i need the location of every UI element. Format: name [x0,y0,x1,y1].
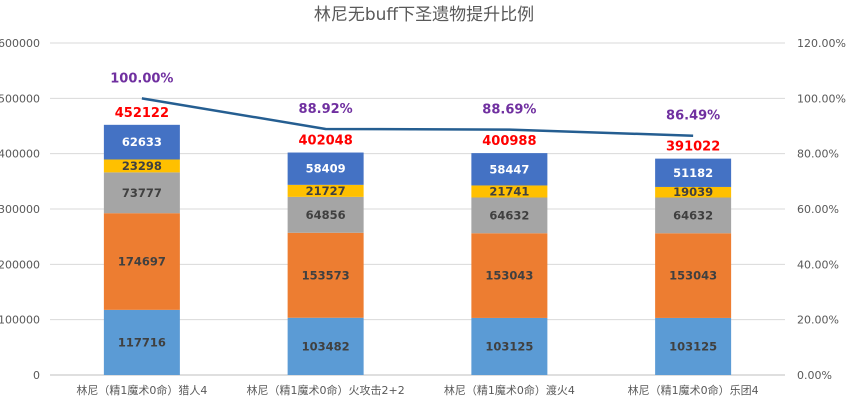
y-axis-left: 0 100000 200000 300000 400000 500000 600000 [0,37,40,382]
y-axis-right: 0.00% 20.00% 40.00% 60.00% 80.00% 100.00% 120.… [797,37,846,382]
bar-segment [471,233,548,318]
segment-label: 58447 [489,162,529,176]
segment-label: 64856 [306,208,346,222]
line-path [141,97,694,137]
y-tick-label: 100000 [0,314,40,327]
line-series [141,97,694,137]
segment-label: 103482 [302,339,350,353]
segment-label: 153043 [485,269,533,283]
bar-segment [287,152,364,185]
bar-segment [471,153,548,186]
bar-segment [655,186,732,198]
segment-label: 19039 [673,185,713,199]
bar-segment [103,172,180,214]
total-label: 400988 [482,134,536,149]
y2-tick-label: 120.00% [797,37,846,50]
chart-title: 林尼无buff下圣遗物提升比例 [314,5,534,25]
bar-segment [103,213,180,310]
x-tick-label: 林尼（精1魔术0命）火攻击2+2 [247,383,405,397]
bar-segment [103,309,180,375]
segment-label: 51182 [673,166,713,180]
total-label: 391022 [666,140,720,155]
y-tick-label: 0 [33,369,40,382]
segment-label: 153043 [669,269,717,283]
bar-segment [287,196,364,233]
line-label: 88.69% [482,103,536,118]
total-labels: 452122 402048 400988 391022 [115,106,721,155]
bar-segment [287,317,364,375]
line-label: 86.49% [666,109,720,124]
segment-label: 153573 [302,268,350,282]
y2-tick-label: 20.00% [797,314,839,327]
y2-tick-label: 60.00% [797,203,839,216]
y2-tick-label: 0.00% [797,369,832,382]
segment-label: 23298 [122,159,162,173]
segment-label: 73777 [122,186,162,200]
y-tick-label: 400000 [0,148,40,161]
segment-label: 62633 [122,135,162,149]
bar-series [103,124,732,375]
y-tick-label: 300000 [0,203,40,216]
segment-label: 117716 [118,335,166,349]
bar-segment [287,232,364,318]
y2-tick-label: 80.00% [797,148,839,161]
bar-segment [655,197,732,234]
bar-segment [655,158,732,187]
y2-tick-label: 40.00% [797,258,839,271]
total-label: 452122 [115,106,169,121]
segment-label: 103125 [485,339,533,353]
bar-segment [655,317,732,375]
segment-label: 58409 [306,162,346,176]
bar-segment [655,233,732,318]
segment-label: 174697 [118,255,166,269]
segment-label: 64632 [673,208,713,222]
y-tick-label: 600000 [0,37,40,50]
line-label: 100.00% [110,71,173,86]
bar-segment [103,159,180,173]
line-label: 88.92% [299,102,353,117]
x-tick-label: 林尼（精1魔术0命）乐团4 [628,383,759,397]
line-labels: 100.00% 88.92% 88.69% 86.49% [110,71,720,123]
bar-segment [287,184,364,197]
bar-segment [471,185,548,198]
x-tick-label: 林尼（精1魔术0命）渡火4 [444,383,575,397]
segment-labels: 117716 174697 73777 23298 62633 103482 153573 6… [118,135,717,353]
segment-label: 21727 [306,184,346,198]
x-tick-label: 林尼（精1魔术0命）猎人4 [76,383,207,397]
bar-segment [103,124,180,160]
x-axis: 林尼（精1魔术0命）猎人4 林尼（精1魔术0命）火攻击2+2 林尼（精1魔术0命）渡… [76,383,758,397]
bar-segment [471,197,548,234]
bar-segment [471,317,548,375]
total-label: 402048 [298,134,352,149]
segment-label: 103125 [669,339,717,353]
segment-label: 21741 [489,184,529,198]
segment-label: 64632 [489,208,529,222]
y-tick-label: 200000 [0,258,40,271]
y2-tick-label: 100.00% [797,92,846,105]
y-tick-label: 500000 [0,92,40,105]
